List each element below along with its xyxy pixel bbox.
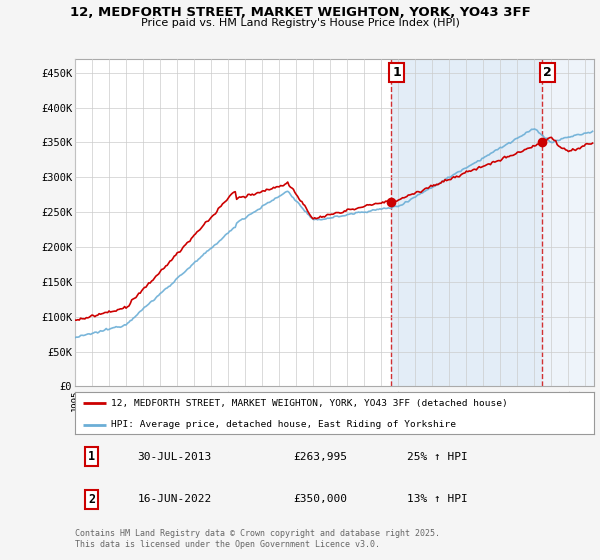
Text: 25% ↑ HPI: 25% ↑ HPI <box>407 452 468 462</box>
Text: 12, MEDFORTH STREET, MARKET WEIGHTON, YORK, YO43 3FF (detached house): 12, MEDFORTH STREET, MARKET WEIGHTON, YO… <box>112 399 508 408</box>
Bar <box>542 59 594 386</box>
Text: Contains HM Land Registry data © Crown copyright and database right 2025.
This d: Contains HM Land Registry data © Crown c… <box>75 529 440 549</box>
Text: HPI: Average price, detached house, East Riding of Yorkshire: HPI: Average price, detached house, East… <box>112 420 457 430</box>
Text: 13% ↑ HPI: 13% ↑ HPI <box>407 494 468 505</box>
Text: £350,000: £350,000 <box>293 494 347 505</box>
Text: 1: 1 <box>392 66 401 79</box>
Text: Price paid vs. HM Land Registry's House Price Index (HPI): Price paid vs. HM Land Registry's House … <box>140 18 460 29</box>
Text: £263,995: £263,995 <box>293 452 347 462</box>
Text: 1: 1 <box>88 450 95 463</box>
Text: 12, MEDFORTH STREET, MARKET WEIGHTON, YORK, YO43 3FF: 12, MEDFORTH STREET, MARKET WEIGHTON, YO… <box>70 6 530 18</box>
Text: 30-JUL-2013: 30-JUL-2013 <box>137 452 212 462</box>
Text: 2: 2 <box>88 493 95 506</box>
Text: 16-JUN-2022: 16-JUN-2022 <box>137 494 212 505</box>
Bar <box>391 59 542 386</box>
Text: 2: 2 <box>543 66 552 79</box>
